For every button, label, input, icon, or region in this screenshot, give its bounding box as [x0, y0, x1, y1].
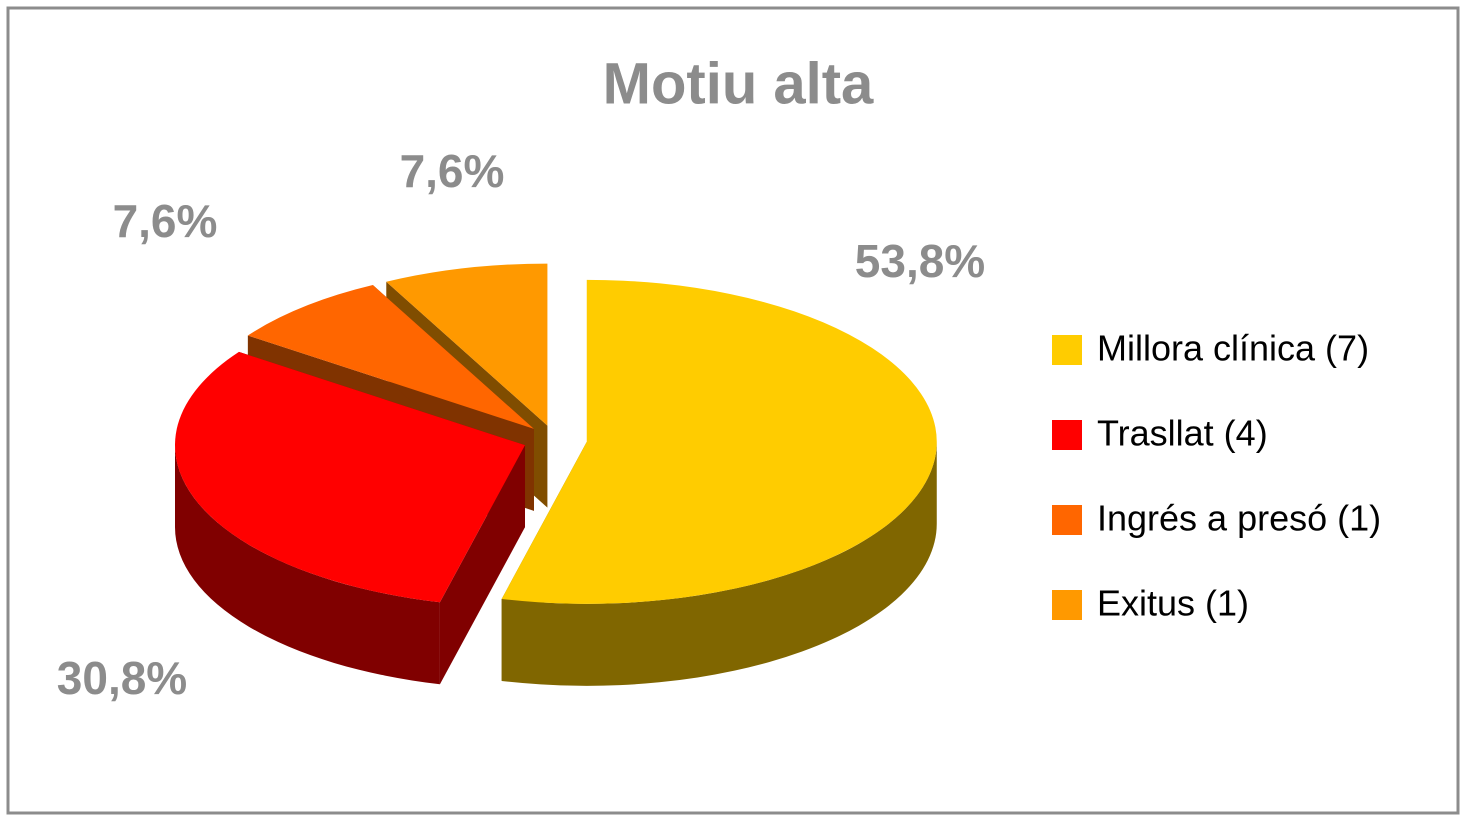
slice-top: [501, 279, 937, 604]
slice-top: [175, 351, 526, 603]
slice-top: [247, 285, 534, 429]
slice-side: [175, 445, 440, 685]
data-label: 7,6%: [113, 195, 218, 247]
legend-label: Ingrés a presó (1): [1097, 498, 1381, 539]
data-label: 7,6%: [400, 145, 505, 197]
legend-label: Exitus (1): [1097, 583, 1249, 624]
data-label: 30,8%: [57, 652, 187, 704]
slice-top: [386, 263, 548, 426]
slice: [501, 279, 937, 686]
slice: [175, 351, 526, 685]
data-label: 53,8%: [855, 235, 985, 287]
legend-label: Trasllat (4): [1097, 413, 1268, 454]
legend-swatch: [1052, 420, 1082, 450]
legend-swatch: [1052, 590, 1082, 620]
chart-title: Motiu alta: [603, 51, 874, 116]
slice-side: [501, 441, 937, 686]
legend-swatch: [1052, 335, 1082, 365]
legend-label: Millora clínica (7): [1097, 328, 1369, 369]
legend-swatch: [1052, 505, 1082, 535]
